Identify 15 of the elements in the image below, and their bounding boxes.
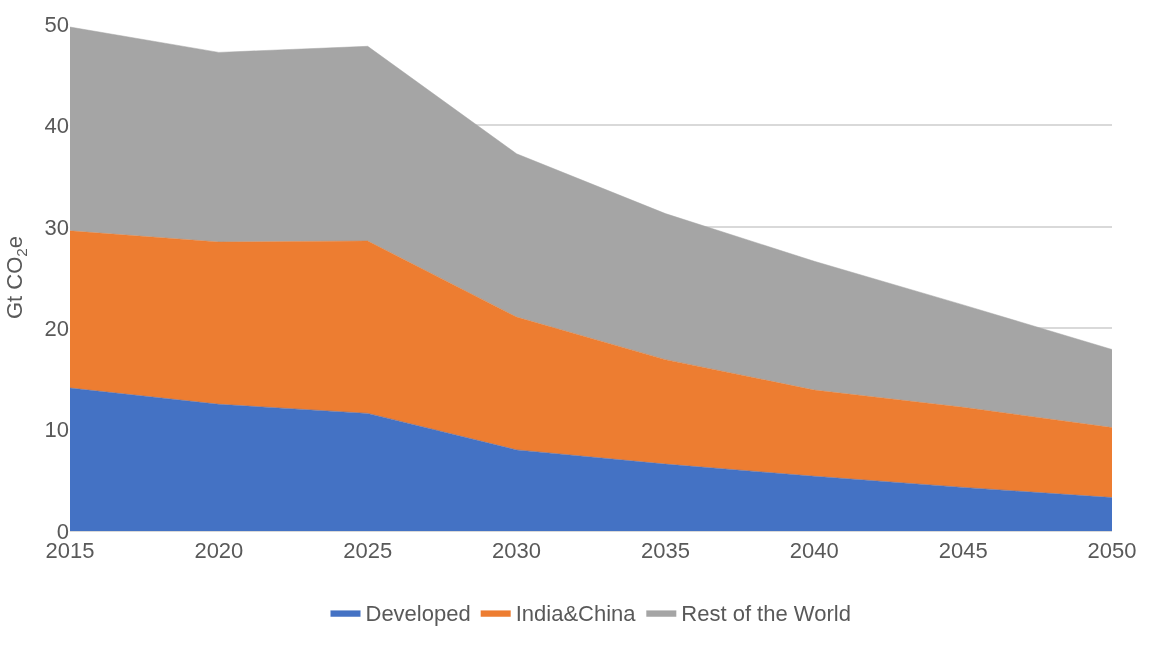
legend-label: Developed: [365, 601, 471, 627]
legend-label: Rest of the World: [681, 601, 851, 627]
x-tick-label: 2030: [492, 538, 542, 564]
x-tick-label: 2045: [938, 538, 988, 564]
y-tick-label: 10: [44, 417, 69, 443]
x-tick-label: 2035: [640, 538, 690, 564]
x-tick-label: 2025: [343, 538, 393, 564]
legend-label: India&China: [515, 601, 637, 627]
y-tick-label: 50: [44, 11, 69, 37]
y-tick-label: 20: [44, 315, 69, 341]
x-tick-label: 2040: [789, 538, 839, 564]
y-tick-label: 30: [44, 214, 69, 240]
x-tick-label: 2020: [194, 538, 244, 564]
x-tick-label: 2050: [1087, 538, 1137, 564]
y-tick-label: 40: [44, 113, 69, 139]
